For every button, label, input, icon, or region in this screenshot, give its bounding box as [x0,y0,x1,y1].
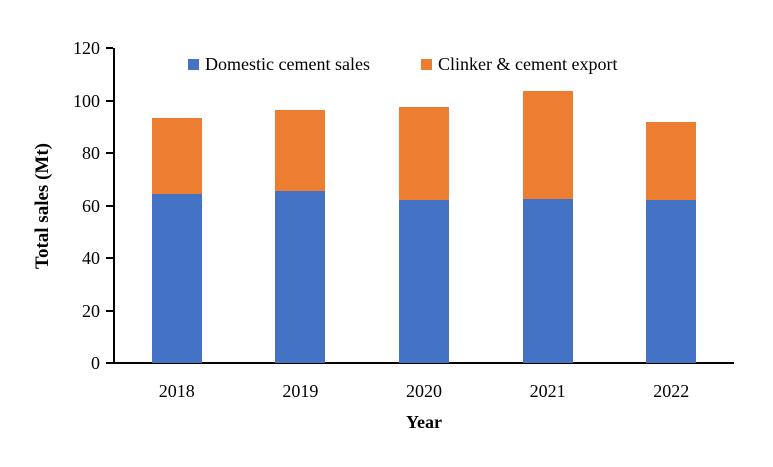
x-tick-label: 2018 [158,381,195,401]
bar-segment-domestic [646,200,697,363]
x-tick-label: 2019 [282,381,319,401]
bar-segment-domestic [151,193,202,363]
y-tick-mark [106,47,113,49]
bar-segment-export [151,117,202,194]
bar-segment-domestic [275,191,326,363]
x-axis-line [113,362,734,364]
x-tick-label: 2021 [529,381,566,401]
legend-item-export: Clinker & cement export [421,53,617,75]
y-tick-mark [106,257,113,259]
legend-item-domestic: Domestic cement sales [188,53,370,75]
y-tick-label: 60 [82,195,100,216]
y-tick-label: 120 [73,38,100,58]
legend-label-domestic: Domestic cement sales [205,53,370,74]
y-tick-mark [106,152,113,154]
bar-segment-export [399,107,449,201]
y-tick-label: 0 [91,353,100,373]
plot-area [115,48,733,363]
bar-segment-domestic [399,200,449,363]
legend-label-export: Clinker & cement export [438,53,618,74]
legend-swatch-domestic-icon [188,58,199,70]
x-tick-label: 2020 [406,381,442,401]
x-tick-label: 2022 [653,381,690,401]
y-tick-label: 100 [73,90,100,111]
y-tick-mark [106,204,113,207]
bar-segment-export [646,121,697,201]
y-tick-label: 80 [82,143,100,163]
y-tick-label: 20 [82,300,100,321]
y-tick-mark [106,362,113,364]
legend-swatch-export-icon [421,58,432,70]
y-tick-mark [106,309,113,312]
bar-segment-export [522,91,573,199]
y-axis-line [113,48,115,364]
y-tick-label: 40 [82,248,100,268]
bar-segment-domestic [522,198,573,363]
bar-segment-export [275,109,326,192]
y-tick-mark [106,99,113,102]
x-axis-title: Year [406,412,442,432]
